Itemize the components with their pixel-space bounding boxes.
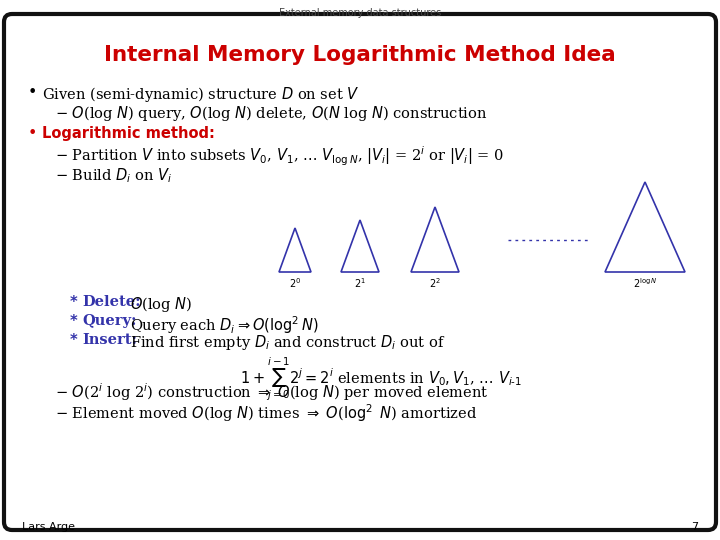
Text: $2^2$: $2^2$ bbox=[429, 276, 441, 290]
Text: Query each $\mathit{D}_i \Rightarrow \mathit{O}(\log^2 \mathit{N})$: Query each $\mathit{D}_i \Rightarrow \ma… bbox=[130, 314, 318, 336]
Text: $1 + \sum_{j=0}^{i-1} 2^j = 2^i$ elements in $\mathit{V}_0, \mathit{V}_1$, $\ldo: $1 + \sum_{j=0}^{i-1} 2^j = 2^i$ element… bbox=[240, 356, 522, 403]
Text: $\mathit{O}$(log $\mathit{N}$): $\mathit{O}$(log $\mathit{N}$) bbox=[130, 295, 192, 314]
Text: Insert:: Insert: bbox=[82, 333, 137, 347]
Text: •: • bbox=[28, 126, 37, 141]
Text: $-$ Partition $\mathit{V}$ into subsets $\mathit{V}_0$, $\mathit{V}_1$, $\ldots$: $-$ Partition $\mathit{V}$ into subsets … bbox=[55, 145, 504, 168]
Text: $-$ Build $\mathit{D}_i$ on $\mathit{V}_i$: $-$ Build $\mathit{D}_i$ on $\mathit{V}_… bbox=[55, 166, 172, 185]
Text: $2^1$: $2^1$ bbox=[354, 276, 366, 290]
Text: Delete:: Delete: bbox=[82, 295, 140, 309]
Text: *: * bbox=[70, 314, 78, 329]
Text: *: * bbox=[70, 295, 78, 310]
Text: Query:: Query: bbox=[82, 314, 137, 328]
Text: Lars Arge: Lars Arge bbox=[22, 522, 75, 532]
Text: $2^{\log N}$: $2^{\log N}$ bbox=[633, 276, 657, 290]
Text: Given (semi-dynamic) structure $\mathit{D}$ on set $\mathit{V}$: Given (semi-dynamic) structure $\mathit{… bbox=[42, 85, 359, 104]
FancyBboxPatch shape bbox=[4, 14, 716, 530]
Text: $2^0$: $2^0$ bbox=[289, 276, 301, 290]
Text: *: * bbox=[70, 333, 78, 348]
Text: $-$ $\mathit{O}$(2$^i$ log 2$^i$) construction $\Rightarrow$ $\mathit{O}$(log $\: $-$ $\mathit{O}$(2$^i$ log 2$^i$) constr… bbox=[55, 381, 488, 403]
Text: Logarithmic method:: Logarithmic method: bbox=[42, 126, 215, 141]
Text: 7: 7 bbox=[691, 522, 698, 532]
Text: $-$ $\mathit{O}$(log $\mathit{N}$) query, $\mathit{O}$(log $\mathit{N}$) delete,: $-$ $\mathit{O}$(log $\mathit{N}$) query… bbox=[55, 104, 487, 123]
Text: $-$ Element moved $\mathit{O}$(log $\mathit{N}$) times $\Rightarrow$ $\mathit{O}: $-$ Element moved $\mathit{O}$(log $\mat… bbox=[55, 402, 477, 424]
Text: External memory data structures: External memory data structures bbox=[279, 8, 441, 18]
Text: Find first empty $\mathit{D}_i$ and construct $\mathit{D}_i$ out of: Find first empty $\mathit{D}_i$ and cons… bbox=[130, 333, 446, 352]
Text: •: • bbox=[28, 85, 37, 100]
Text: Internal Memory Logarithmic Method Idea: Internal Memory Logarithmic Method Idea bbox=[104, 45, 616, 65]
